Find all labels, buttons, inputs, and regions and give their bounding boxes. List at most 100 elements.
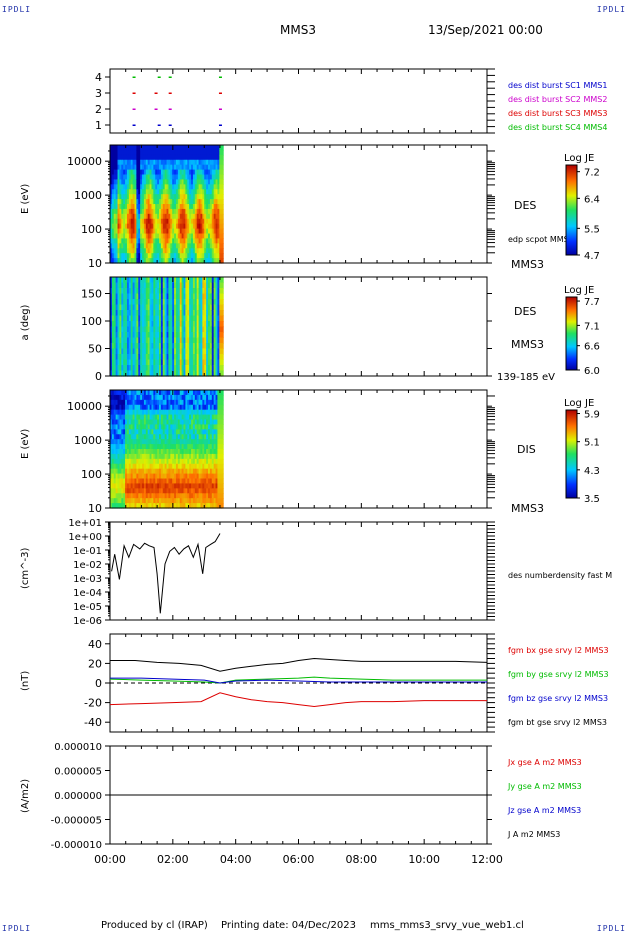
dis_energy-cell [159,409,162,416]
dis_energy-cell [179,468,183,475]
des_energy-cell [132,213,136,220]
current-legend-4: J A m2 MMS3 [507,830,560,839]
dis_energy-cell [175,463,179,470]
dis_energy-cell [168,488,171,494]
des_energy-cell [175,213,179,220]
des_energy-cell [117,228,121,235]
des_energy-cell [128,174,132,181]
des_pitch-cell [160,277,164,284]
dis_energy-cell [202,449,205,455]
dis_energy-cell [185,414,188,421]
des_energy-cell [204,169,207,176]
des_energy-cell [121,194,124,200]
des_energy-cell [134,243,137,249]
dis_energy-cell [168,473,171,480]
dis_energy-cell [115,399,119,406]
des_pitch-cell [196,332,200,339]
des_energy-cell [128,233,132,240]
des_pitch-cell [215,282,219,289]
dis_energy-cell [164,439,168,445]
des_energy-cell [125,184,128,190]
des_energy-cell [126,194,130,200]
burst-marker [157,124,161,126]
dis_energy-cell [115,449,119,455]
des_energy-cell [119,223,122,230]
des_energy-cell [143,248,147,254]
dis_energy-cell [194,493,198,499]
dis_energy-cell [138,458,141,465]
des_pitch-cell [196,370,200,377]
dis_energy-cell [208,488,211,494]
des_pitch-cell [155,337,158,344]
des_energy-cell [219,248,222,254]
dis_energy-cell [132,468,136,475]
dis_energy-cell [217,449,220,455]
des_pitch-cell [151,277,154,284]
des_energy-cell [191,184,194,190]
des_pitch-cell [208,288,211,295]
des_energy-cell [209,179,213,185]
des_energy-cell [174,223,177,230]
dis_energy-cell [213,473,217,480]
des_energy-cell [198,204,202,210]
dis_energy-cell [181,449,185,455]
des_pitch-cell [192,282,196,289]
dis_energy-cell [145,424,149,430]
des_energy-cell [121,159,124,166]
dis_energy-cell [179,429,183,435]
des_energy-cell [138,189,141,195]
des_energy-cell [192,199,196,205]
des_energy-cell [209,174,213,181]
dis_energy-cell [208,409,211,416]
des_energy-cell [132,238,136,244]
des_energy-cell [166,258,170,264]
des_energy-cell [175,199,179,205]
des_pitch-cell [143,288,147,295]
des_pitch-cell [185,310,188,317]
current-ylabel: (A/m2) [20,779,31,813]
des_energy-cell [202,233,205,240]
des_energy-cell [153,238,156,244]
dis_energy-cell [160,419,164,426]
des_energy-cell [206,164,209,171]
des_pitch-cell [172,304,175,311]
des_energy-cell [126,199,130,205]
des_pitch-cell [198,343,202,350]
dis_energy-cell [217,453,220,460]
des_energy-cell [221,145,224,151]
des_energy-cell [209,253,213,259]
des_energy-cell [117,233,121,240]
des_energy-cell [140,213,143,220]
des_energy-cell [181,233,185,240]
des_energy-cell [123,169,126,176]
dis_energy-cell [119,488,122,494]
des_energy-cell [198,248,202,254]
dis_energy-cell [143,419,147,426]
des_pitch-cell [115,293,119,300]
des_energy-cell [142,169,145,176]
des_energy-cell [125,194,128,200]
des_energy-cell [168,154,171,161]
dis_energy-cell [208,429,211,435]
dis_energy-cell [164,444,168,450]
des_energy-cell [162,164,166,171]
des_energy-cell [213,159,217,166]
dis_energy-cell [192,399,196,406]
des_pitch-cell [194,326,198,333]
des_energy-cell [211,154,215,161]
des_pitch-cell [211,337,215,344]
dis_energy-cell [125,478,128,485]
des_energy-cell [219,243,222,249]
dis_energy-cell [164,404,168,411]
des_energy-cell [149,238,153,244]
dis_energy-cell [204,424,207,430]
des_pitch-cell [174,326,177,333]
dis_energy-cell [151,439,154,445]
des_energy-cell [168,253,171,259]
des_pitch-cell [170,348,173,355]
dis_energy-cell [134,503,137,509]
dis_energy-cell [110,404,113,411]
des_energy-cell [215,213,219,220]
des_energy-cell [183,253,186,259]
des_energy-cell [132,159,136,166]
